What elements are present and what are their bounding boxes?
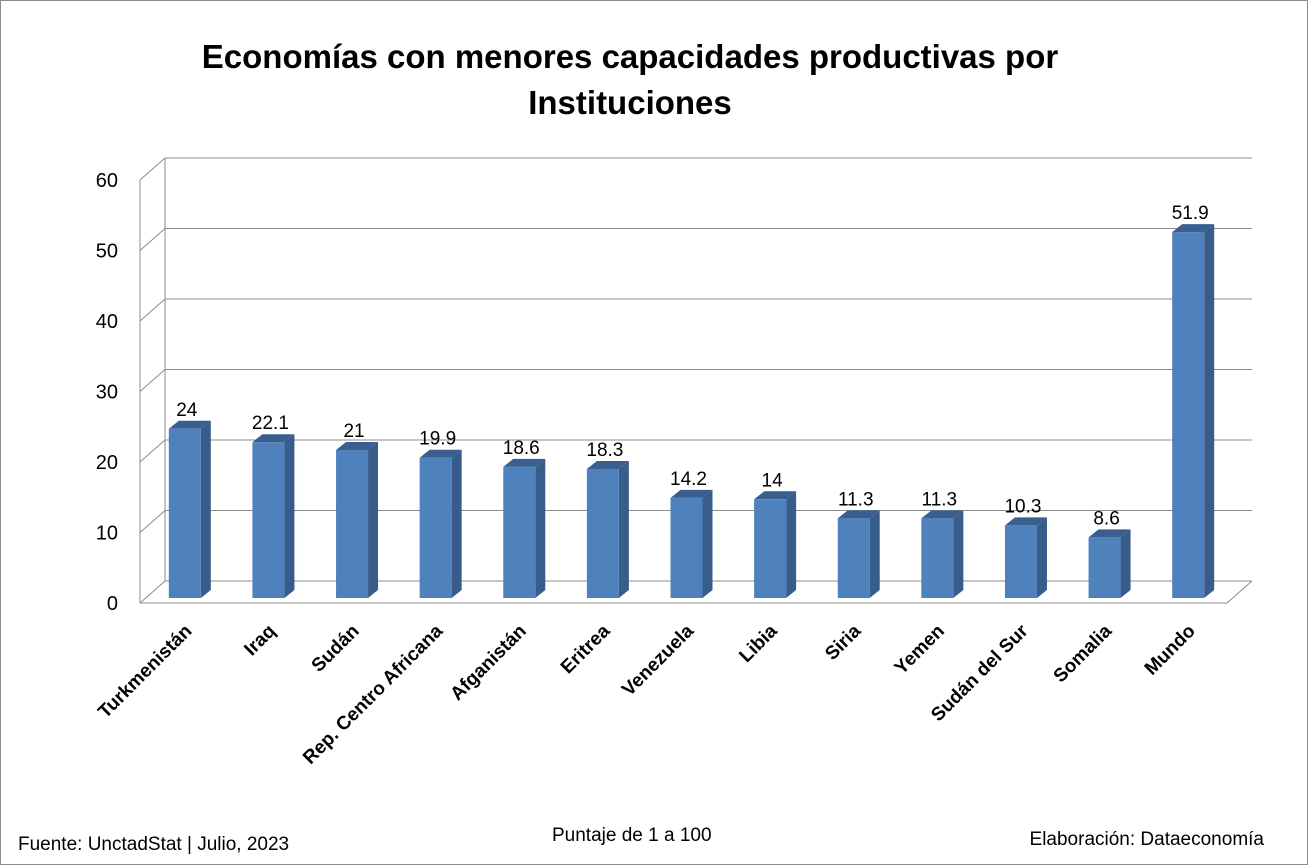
category-label: Iraq (240, 621, 279, 660)
bar-side (1204, 224, 1215, 599)
bar-side (451, 449, 462, 598)
category-label: Yemen (891, 621, 949, 679)
bar-top (336, 441, 379, 450)
category-label: Somalia (1050, 620, 1117, 687)
y-tick-label: 10 (96, 523, 118, 545)
bar (503, 466, 536, 598)
gridline-depth (139, 157, 166, 181)
bar-side (702, 489, 713, 598)
bar (1004, 525, 1037, 598)
bar (921, 518, 954, 598)
data-label: 51.9 (1172, 203, 1209, 224)
bar-side (953, 510, 964, 598)
y-tick-label: 20 (96, 452, 118, 474)
gridline-depth (139, 580, 166, 604)
y-tick-label: 60 (96, 170, 118, 192)
bar-side (284, 434, 295, 598)
gridline-depth (139, 228, 166, 251)
gridline-depth (139, 369, 166, 392)
gridline-depth (139, 510, 166, 533)
bar (419, 457, 452, 598)
data-label: 22.1 (252, 413, 289, 434)
bar-top (503, 458, 546, 467)
bar-side (618, 460, 629, 598)
gridline-depth (139, 439, 166, 463)
floor-right-edge (1226, 580, 1253, 604)
bar-top (252, 434, 295, 443)
bar-side (200, 420, 211, 598)
data-label: 10.3 (1004, 496, 1041, 517)
bar (837, 518, 870, 598)
category-label: Turkmenistán (94, 621, 196, 723)
y-tick-label: 0 (107, 593, 118, 615)
chart-title: Economías con menores capacidades produc… (180, 34, 1080, 126)
data-label: 18.3 (586, 440, 623, 461)
bar-side (1120, 529, 1131, 598)
data-label: 14.2 (670, 469, 707, 490)
gridline-depth (139, 298, 166, 322)
bar-top (837, 510, 880, 519)
bar-top (1172, 224, 1215, 233)
bar-side (368, 441, 379, 598)
category-label: Siria (821, 620, 865, 664)
data-label: 14 (762, 470, 784, 491)
category-label: Sudán (308, 621, 364, 677)
bar (754, 499, 787, 598)
credit-note: Elaboración: Dataeconomía (1029, 829, 1264, 850)
data-label: 8.6 (1093, 508, 1119, 529)
bar-top (670, 489, 713, 498)
bar-side (786, 491, 797, 598)
bar (1088, 537, 1121, 598)
category-label: Mundo (1141, 621, 1200, 680)
category-label: Libia (735, 620, 782, 667)
bar (586, 468, 619, 598)
bar (670, 497, 703, 598)
category-label: Afganistán (447, 621, 531, 705)
y-tick-label: 30 (96, 382, 118, 404)
bar-top (419, 449, 462, 458)
chart-title-line-2: Instituciones (528, 84, 732, 121)
bar-side (535, 458, 546, 598)
data-label: 11.3 (838, 489, 874, 510)
data-label: 18.6 (503, 438, 540, 459)
y-tick-label: 40 (96, 311, 118, 333)
data-label: 24 (176, 400, 198, 421)
bar-side (1036, 517, 1047, 598)
bar (1172, 232, 1205, 599)
bar (336, 449, 369, 598)
bar-top (754, 491, 797, 500)
bar-top (1088, 529, 1131, 538)
unit-note: Puntaje de 1 a 100 (552, 825, 712, 846)
bar (252, 442, 285, 598)
y-tick-label: 50 (96, 241, 118, 263)
data-label: 19.9 (419, 429, 456, 450)
category-label: Rep. Centro Africana (299, 620, 447, 768)
bar (168, 428, 201, 598)
source-note: Fuente: UnctadStat | Julio, 2023 (18, 834, 290, 855)
bar-side (869, 510, 880, 598)
data-label: 21 (343, 421, 364, 442)
data-label: 11.3 (922, 489, 958, 510)
chart-title-line-1: Economías con menores capacidades produc… (201, 38, 1059, 75)
bar-top (168, 420, 211, 429)
category-label: Venezuela (618, 620, 698, 700)
category-label: Eritrea (557, 620, 615, 678)
bar-top (586, 460, 629, 469)
bar-top (921, 510, 964, 519)
bar-top (1004, 517, 1047, 526)
